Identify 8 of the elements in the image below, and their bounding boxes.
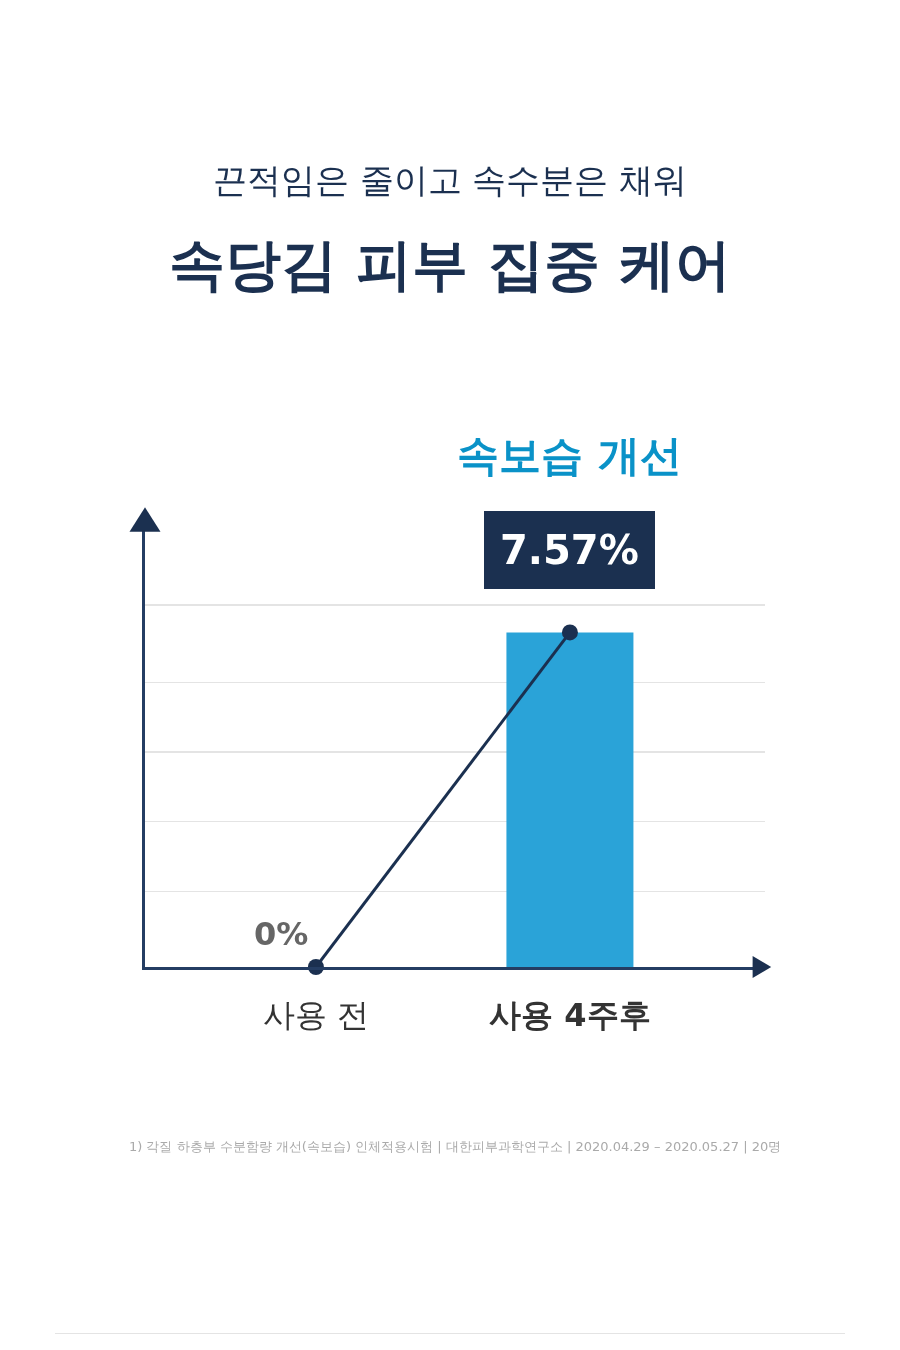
data-label: 7.57%	[500, 527, 639, 573]
x-tick-label: 사용 4주후	[489, 996, 651, 1035]
chart-title: 속당김 피부 집중 케어	[167, 231, 733, 299]
chart-subtitle: 끈적임은 줄이고 속수분은 채워	[211, 159, 689, 202]
text: 속보습 개선	[457, 431, 682, 480]
data-label: 0%	[254, 915, 309, 953]
x-tick-label: 사용 전	[262, 996, 370, 1035]
text: 1) 각질 하층부 수분함량 개선(속보습) 인체적용시험 | 대한피부과학연구소 | 2020.04.29 – 2020.05.27 | 20명	[129, 1139, 782, 1154]
